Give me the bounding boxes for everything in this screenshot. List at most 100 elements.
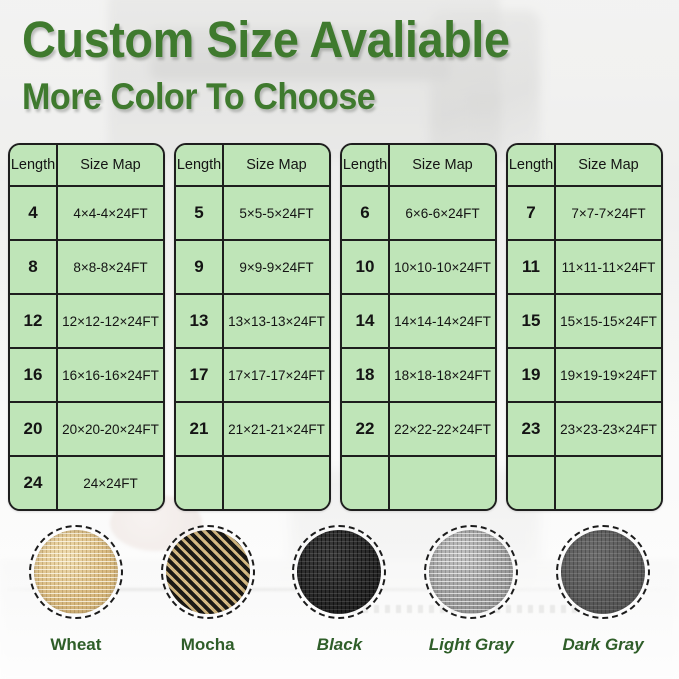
column-header-size-map: Size Map	[58, 145, 163, 185]
table-header-row: Length Size Map	[342, 145, 495, 187]
column-header-length: Length	[10, 145, 58, 185]
table-row: 10 10×10-10×24FT	[342, 241, 495, 295]
cell-length: 8	[10, 241, 58, 293]
color-label: Black	[316, 635, 363, 654]
cell-size-map: 15×15-15×24FT	[556, 295, 661, 347]
table-row: 8 8×8-8×24FT	[10, 241, 163, 295]
cell-length: 20	[10, 403, 58, 455]
cell-size-map: 19×19-19×24FT	[556, 349, 661, 401]
cell-length: 12	[10, 295, 58, 347]
table-row: 5 5×5-5×24FT	[176, 187, 329, 241]
table-row-empty	[342, 457, 495, 509]
table-row: 23 23×23-23×24FT	[508, 403, 661, 457]
cell-length: 14	[342, 295, 390, 347]
color-option-black[interactable]: Black	[280, 525, 398, 655]
size-table-2: Length Size Map 5 5×5-5×24FT 9 9×9-9×24FT 13 13…	[174, 143, 331, 511]
table-header-row: Length Size Map	[176, 145, 329, 187]
cell-size-map: 4×4-4×24FT	[58, 187, 163, 239]
headline-secondary: More Color To Choose	[22, 76, 376, 117]
table-row: 7 7×7-7×24FT	[508, 187, 661, 241]
size-chart-tables: Length Size Map 4 4×4-4×24FT 8 8×8-8×24FT 12 12…	[8, 143, 663, 511]
cell-size-map: 8×8-8×24FT	[58, 241, 163, 293]
size-table-4: Length Size Map 7 7×7-7×24FT 11 11×11-11×24FT…	[506, 143, 663, 511]
table-row: 14 14×14-14×24FT	[342, 295, 495, 349]
light-gray-fabric-swatch[interactable]	[424, 525, 519, 619]
cell-length: 23	[508, 403, 556, 455]
cell-length: 19	[508, 349, 556, 401]
cell-length: 4	[10, 187, 58, 239]
cell-size-map: 21×21-21×24FT	[224, 403, 329, 455]
table-row: 24 24×24FT	[10, 457, 163, 509]
cell-size-map: 18×18-18×24FT	[390, 349, 495, 401]
table-row: 17 17×17-17×24FT	[176, 349, 329, 403]
color-option-mocha[interactable]: Mocha	[149, 525, 267, 655]
headline-primary: Custom Size Avaliable	[22, 11, 510, 68]
mocha-fabric-swatch-texture	[165, 530, 250, 614]
cell-size-map: 7×7-7×24FT	[556, 187, 661, 239]
cell-size-map: 16×16-16×24FT	[58, 349, 163, 401]
color-label: Wheat	[50, 635, 102, 654]
table-row: 16 16×16-16×24FT	[10, 349, 163, 403]
cell-length: 7	[508, 187, 556, 239]
table-row: 12 12×12-12×24FT	[10, 295, 163, 349]
column-header-size-map: Size Map	[224, 145, 329, 185]
table-row: 4 4×4-4×24FT	[10, 187, 163, 241]
dark-gray-fabric-swatch[interactable]	[556, 525, 651, 619]
cell-size-map: 23×23-23×24FT	[556, 403, 661, 455]
table-row: 22 22×22-22×24FT	[342, 403, 495, 457]
cell-length	[508, 457, 556, 509]
dark-gray-fabric-swatch-texture	[561, 530, 646, 614]
cell-length: 22	[342, 403, 390, 455]
cell-length: 24	[10, 457, 58, 509]
color-swatch-row: Wheat Mocha Black Light Gray Dark Gray	[0, 525, 679, 655]
table-row: 21 21×21-21×24FT	[176, 403, 329, 457]
cell-size-map: 24×24FT	[58, 457, 163, 509]
cell-length: 17	[176, 349, 224, 401]
column-header-length: Length	[342, 145, 390, 185]
color-option-dark-gray[interactable]: Dark Gray	[544, 525, 662, 655]
black-fabric-swatch[interactable]	[292, 525, 387, 619]
headline-block: Custom Size Avaliable More Color To Choo…	[22, 14, 552, 115]
cell-size-map	[390, 457, 495, 509]
cell-size-map: 5×5-5×24FT	[224, 187, 329, 239]
cell-size-map: 22×22-22×24FT	[390, 403, 495, 455]
color-label: Dark Gray	[562, 635, 644, 654]
cell-length: 10	[342, 241, 390, 293]
cell-length: 21	[176, 403, 224, 455]
cell-length: 5	[176, 187, 224, 239]
color-label: Mocha	[180, 635, 235, 654]
cell-size-map: 6×6-6×24FT	[390, 187, 495, 239]
table-row-empty	[508, 457, 661, 509]
wheat-fabric-swatch[interactable]	[28, 525, 123, 619]
cell-length: 15	[508, 295, 556, 347]
cell-size-map: 13×13-13×24FT	[224, 295, 329, 347]
cell-size-map	[556, 457, 661, 509]
cell-size-map: 12×12-12×24FT	[58, 295, 163, 347]
cell-length: 11	[508, 241, 556, 293]
table-header-row: Length Size Map	[10, 145, 163, 187]
mocha-fabric-swatch[interactable]	[160, 525, 255, 619]
cell-length: 18	[342, 349, 390, 401]
size-table-1: Length Size Map 4 4×4-4×24FT 8 8×8-8×24FT 12 12…	[8, 143, 165, 511]
cell-length	[176, 457, 224, 509]
cell-size-map: 20×20-20×24FT	[58, 403, 163, 455]
column-header-size-map: Size Map	[390, 145, 495, 185]
cell-size-map	[224, 457, 329, 509]
cell-length: 6	[342, 187, 390, 239]
table-row: 19 19×19-19×24FT	[508, 349, 661, 403]
table-row: 6 6×6-6×24FT	[342, 187, 495, 241]
cell-length: 13	[176, 295, 224, 347]
cell-size-map: 10×10-10×24FT	[390, 241, 495, 293]
cell-size-map: 17×17-17×24FT	[224, 349, 329, 401]
cell-length: 16	[10, 349, 58, 401]
table-row: 18 18×18-18×24FT	[342, 349, 495, 403]
cell-size-map: 9×9-9×24FT	[224, 241, 329, 293]
wheat-fabric-swatch-texture	[33, 530, 118, 614]
color-option-light-gray[interactable]: Light Gray	[412, 525, 530, 655]
color-label: Light Gray	[428, 635, 514, 654]
table-row: 20 20×20-20×24FT	[10, 403, 163, 457]
column-header-length: Length	[176, 145, 224, 185]
color-option-wheat[interactable]: Wheat	[17, 525, 135, 655]
black-fabric-swatch-texture	[297, 530, 382, 614]
